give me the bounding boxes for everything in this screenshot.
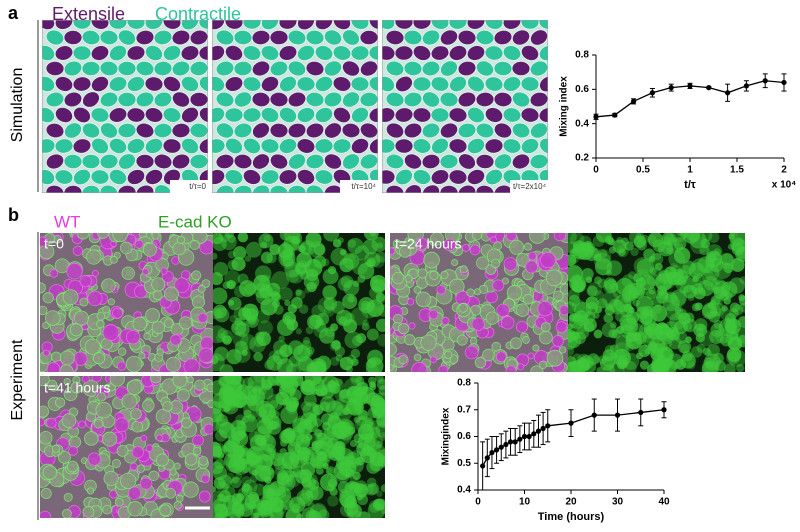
phase-image: [390, 233, 568, 372]
data-point: [631, 98, 637, 104]
data-point: [494, 447, 500, 453]
simulation-image: [42, 20, 208, 193]
frame-label: t/τ=0: [189, 182, 206, 191]
data-point: [568, 420, 574, 426]
phase-image: [40, 233, 213, 372]
y-tick-label: 0.7: [457, 404, 471, 415]
y-tick-label: 0.4: [575, 118, 589, 129]
data-point: [512, 439, 518, 445]
data-point: [484, 455, 490, 461]
row-label: Simulation: [9, 68, 26, 143]
y-tick-label: 0.8: [575, 50, 589, 61]
data-point: [507, 439, 514, 445]
data-point: [687, 83, 693, 89]
data-point: [614, 412, 621, 418]
data-point: [545, 423, 551, 429]
legend-label: Contractile: [155, 4, 241, 24]
data-point: [498, 444, 504, 450]
simulation-image: [382, 20, 548, 193]
fluorescence-image: [213, 233, 385, 372]
data-point: [661, 407, 667, 413]
data-point: [649, 90, 656, 96]
panel-letter: a: [8, 3, 19, 23]
data-point: [762, 78, 768, 84]
frame-label: t=24 hours: [395, 236, 462, 252]
y-axis-label: Mixingindex: [441, 407, 452, 465]
x-tick-label: 0: [593, 165, 599, 176]
data-point: [480, 463, 486, 469]
frame-label: t/τ=10⁴: [351, 182, 376, 191]
x-tick-label: 0: [475, 497, 481, 508]
data-point: [725, 90, 731, 96]
x-tick-label: 20: [565, 497, 577, 508]
data-point: [706, 85, 712, 91]
y-axis-label: Mixing index: [559, 76, 570, 137]
x-axis-label: t/τ: [684, 179, 696, 191]
legend-label: Extensile: [52, 4, 125, 24]
x-tick-label: 1: [687, 165, 693, 176]
y-tick-label: 0.4: [457, 485, 471, 496]
data-point: [540, 425, 546, 432]
y-tick-label: 0.6: [457, 431, 471, 442]
data-point: [743, 83, 750, 89]
x-tick-label: 10: [519, 497, 531, 508]
x-tick-label: 30: [612, 497, 624, 508]
x-tick-label: 1.5: [730, 165, 744, 176]
frame-label: t/τ=2x10⁴: [513, 182, 547, 191]
frame-label: t=0: [44, 236, 64, 252]
data-point: [517, 436, 523, 442]
data-point: [638, 409, 644, 416]
x-axis-label: Time (hours): [538, 511, 605, 523]
data-point: [521, 433, 528, 440]
x-tick-label: 0.5: [636, 165, 650, 176]
data-point: [489, 449, 495, 456]
legend-label: E-cad KO: [158, 212, 232, 231]
data-point: [591, 412, 597, 418]
data-point: [535, 428, 542, 434]
data-point: [503, 441, 509, 448]
phase-image: [40, 376, 213, 518]
y-tick-label: 0.2: [575, 153, 589, 164]
y-tick-label: 0.8: [457, 378, 471, 389]
data-point: [612, 112, 618, 118]
y-tick-label: 0.5: [457, 458, 471, 469]
fluorescence-image: [213, 376, 385, 518]
x-tick-label: 40: [658, 497, 670, 508]
data-point: [526, 433, 532, 440]
row-label: Experiment: [9, 339, 26, 420]
fluorescence-image: [568, 233, 745, 372]
data-point: [668, 85, 674, 91]
data-point: [593, 114, 599, 120]
frame-label: t=41 hours: [44, 380, 111, 396]
y-tick-label: 0.6: [575, 84, 589, 95]
x-scale-label: x 10⁴: [772, 180, 796, 191]
data-line: [482, 409, 665, 467]
data-point: [531, 431, 537, 437]
legend-label: WT: [54, 212, 80, 231]
panel-letter: b: [8, 205, 19, 225]
x-tick-label: 2: [781, 165, 787, 176]
data-point: [781, 79, 787, 86]
simulation-image: [212, 20, 378, 193]
